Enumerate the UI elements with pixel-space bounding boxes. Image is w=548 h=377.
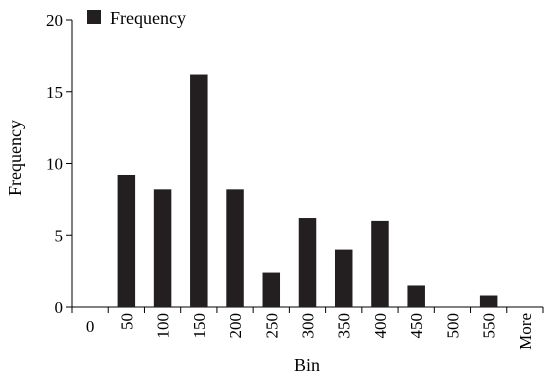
bar-450 bbox=[407, 285, 425, 307]
x-tick-label: 150 bbox=[190, 313, 209, 339]
y-tick-label: 20 bbox=[46, 11, 63, 30]
x-tick-label: 50 bbox=[117, 313, 136, 330]
bar-50 bbox=[117, 174, 136, 307]
x-ticks: 0 50 100 150 200 250 300 350 400 450 500 550 More bbox=[71, 307, 544, 350]
y-tick-label: 0 bbox=[55, 298, 64, 317]
x-tick-label: 400 bbox=[371, 313, 390, 339]
x-tick-label: 550 bbox=[480, 313, 499, 339]
y-tick-label: 5 bbox=[55, 226, 64, 245]
x-tick-label: 0 bbox=[86, 317, 95, 336]
bar-300 bbox=[298, 218, 317, 307]
x-tick-label: 450 bbox=[407, 313, 426, 339]
bar-550 bbox=[479, 295, 498, 307]
x-axis-title: Bin bbox=[294, 355, 320, 375]
bar-400 bbox=[371, 220, 389, 307]
y-axis-title: Frequency bbox=[5, 120, 25, 196]
bars bbox=[117, 74, 498, 307]
bar-200 bbox=[226, 189, 244, 307]
legend: Frequency bbox=[87, 8, 186, 28]
x-tick-label: 250 bbox=[262, 313, 281, 339]
x-tick-label: 200 bbox=[226, 313, 245, 339]
x-tick-label: More bbox=[516, 313, 535, 350]
x-tick-label: 500 bbox=[443, 313, 462, 339]
x-tick-label: 100 bbox=[154, 313, 173, 339]
x-tick-label: 350 bbox=[335, 313, 354, 339]
bar-100 bbox=[153, 189, 172, 307]
bar-250 bbox=[262, 272, 281, 307]
y-tick-label: 15 bbox=[46, 83, 63, 102]
x-tick-label: 300 bbox=[299, 313, 318, 339]
legend-label-frequency: Frequency bbox=[110, 8, 186, 28]
y-ticks: 0 5 10 15 20 bbox=[46, 11, 72, 317]
legend-swatch-frequency bbox=[87, 10, 101, 24]
y-tick-label: 10 bbox=[46, 155, 63, 174]
bar-150 bbox=[190, 74, 208, 307]
bar-350 bbox=[334, 249, 353, 307]
